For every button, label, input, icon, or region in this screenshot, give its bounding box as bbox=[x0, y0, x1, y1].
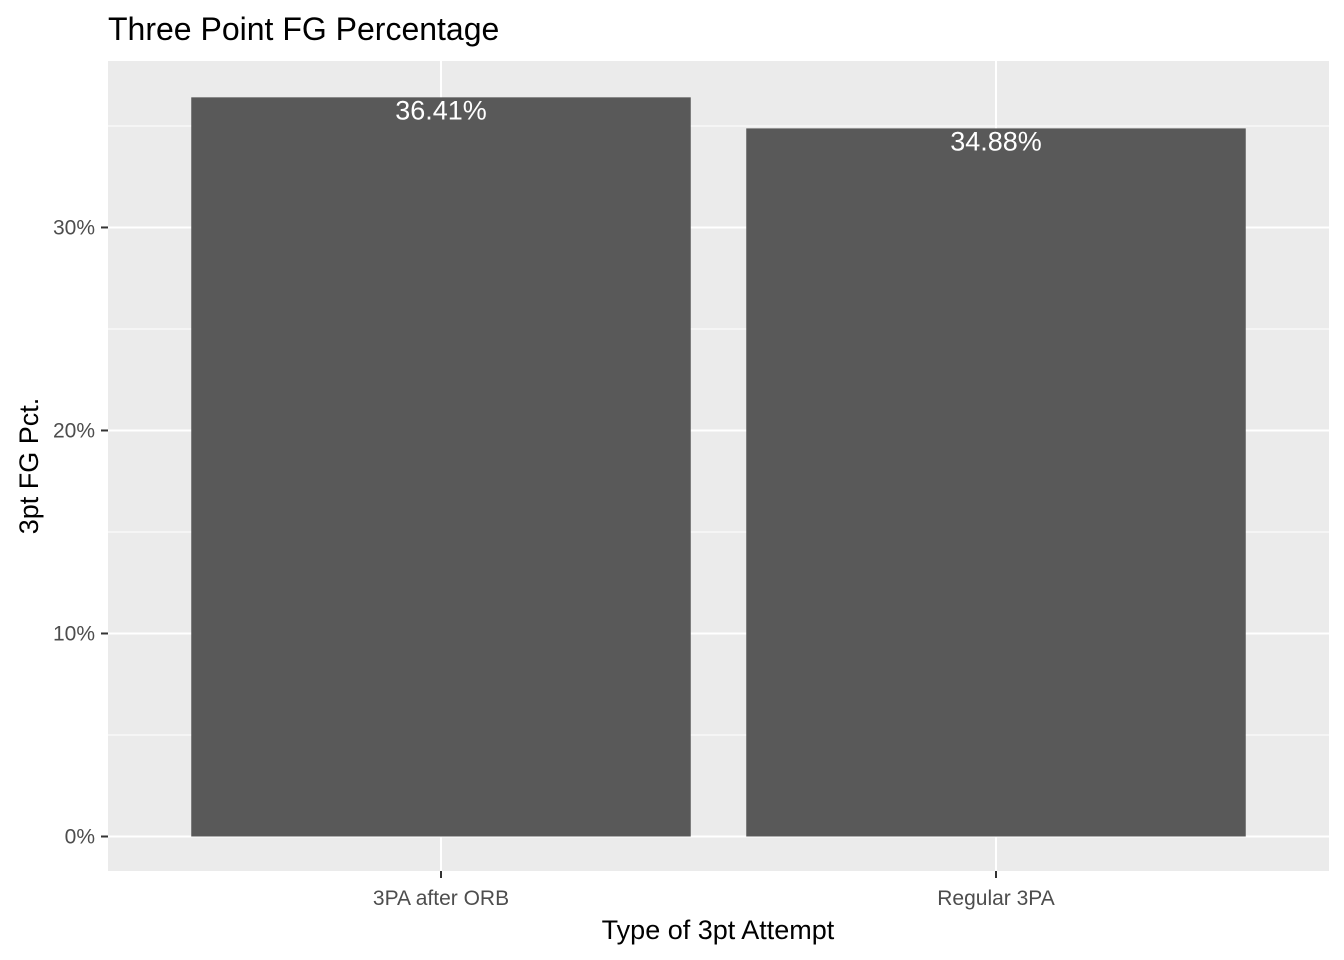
bar-value-label: 34.88% bbox=[950, 126, 1042, 156]
y-tick-label: 30% bbox=[53, 216, 95, 239]
bar-labels: 36.41% 34.88% bbox=[395, 95, 1042, 156]
y-tick-label: 0% bbox=[65, 825, 95, 848]
y-tick-label: 20% bbox=[53, 419, 95, 442]
x-axis: 3PA after ORB Regular 3PA bbox=[373, 871, 1055, 910]
chart-title: Three Point FG Percentage bbox=[108, 11, 499, 47]
x-axis-title: Type of 3pt Attempt bbox=[602, 915, 835, 945]
bar bbox=[746, 128, 1246, 837]
y-tick-label: 10% bbox=[53, 622, 95, 645]
x-tick-label: Regular 3PA bbox=[937, 887, 1055, 910]
bar bbox=[191, 97, 691, 837]
bar-value-label: 36.41% bbox=[395, 95, 487, 125]
x-tick-label: 3PA after ORB bbox=[373, 887, 509, 910]
bars bbox=[191, 97, 1246, 837]
y-axis: 0% 10% 20% 30% bbox=[53, 216, 108, 848]
y-axis-title: 3pt FG Pct. bbox=[14, 398, 44, 535]
